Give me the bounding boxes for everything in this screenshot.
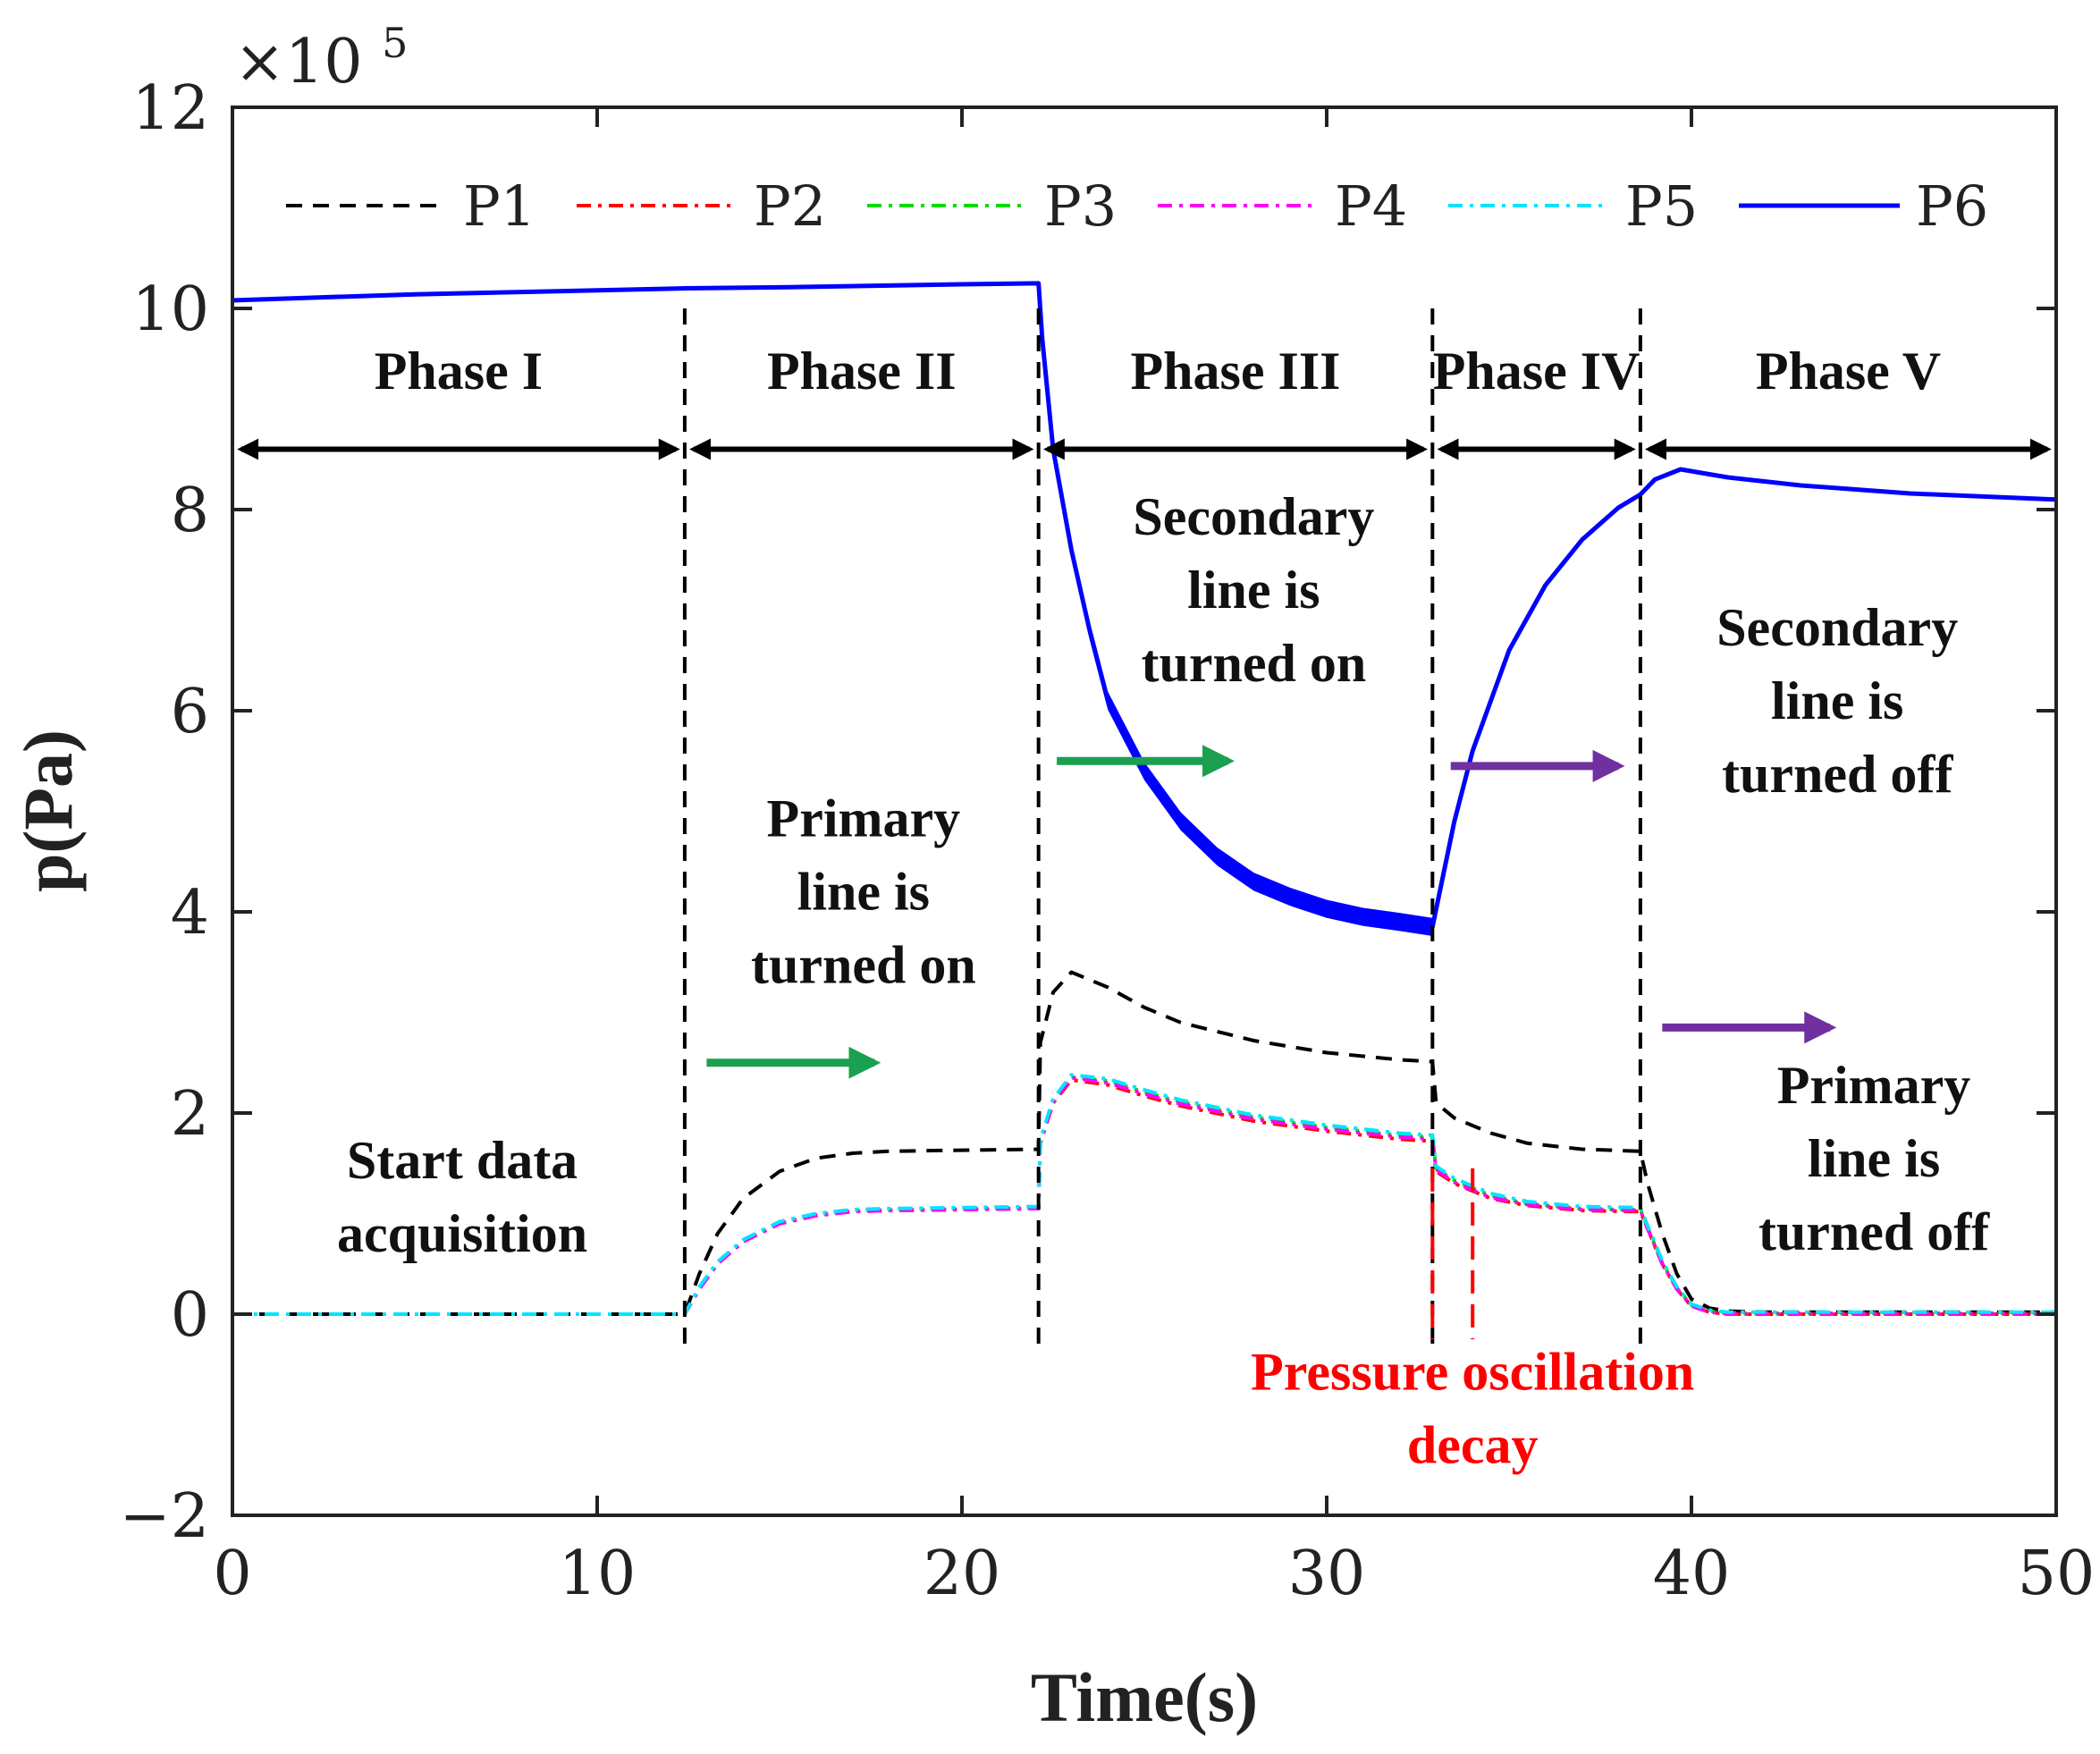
series-line-p1 — [232, 970, 2056, 1316]
y-tick-label: 0 — [171, 1280, 209, 1351]
phase-label-5: Phase V — [1756, 342, 1941, 401]
y-exponent-label: ×10 5 — [234, 19, 408, 97]
legend-label-p2: P2 — [754, 173, 826, 239]
decor-layer: Phase I Phase II Phase III Phase IV Phase V S… — [237, 308, 2052, 1474]
annotation-line: turned off — [1758, 1202, 1990, 1261]
annotation-line: acquisition — [337, 1204, 587, 1263]
phase-label-1: Phase I — [375, 342, 543, 401]
x-tick-label: 0 — [213, 1539, 251, 1609]
y-tick-label: 10 — [131, 274, 209, 345]
y-axis-label: p(Pa) — [9, 729, 87, 892]
series-layer — [232, 281, 2057, 1316]
legend-label-p3: P3 — [1044, 173, 1117, 239]
y-tick-label: 6 — [171, 677, 209, 747]
annotation-6: Pressure oscillation decay — [1251, 1342, 1694, 1474]
annotation-line: Start data — [347, 1131, 578, 1190]
phase-label-2: Phase II — [767, 342, 957, 401]
plot-frame — [231, 105, 2058, 1517]
x-tick-label: 20 — [923, 1539, 1001, 1609]
phase-label-4: Phase IV — [1433, 342, 1640, 401]
legend-label-p1: P1 — [463, 173, 536, 239]
y-tick-label: 2 — [171, 1079, 209, 1150]
series-line-p5 — [232, 1073, 2056, 1316]
series-line-p2 — [232, 1077, 2056, 1316]
x-tick-label: 10 — [559, 1539, 637, 1609]
phase-label-3: Phase III — [1130, 342, 1340, 401]
y-exponent-power: 5 — [382, 19, 408, 67]
annotation-line: line is — [1771, 671, 1903, 730]
legend-label-p5: P5 — [1625, 173, 1698, 239]
legend-label-p4: P4 — [1335, 173, 1407, 239]
y-exponent-base: ×10 — [234, 27, 363, 97]
y-tick-label: 12 — [131, 73, 209, 144]
x-tick-label: 40 — [1653, 1539, 1731, 1609]
annotation-line: Pressure oscillation — [1251, 1342, 1694, 1401]
annotation-line: decay — [1407, 1415, 1539, 1474]
annotation-5: Primary line is turned off — [1758, 1056, 1990, 1261]
legend: P1 P2 P3 P4 P5 P6 — [286, 173, 1988, 239]
annotation-3: Secondary line is turned on — [1133, 487, 1374, 693]
y-tick-label: 8 — [171, 476, 209, 546]
x-tick-label: 30 — [1288, 1539, 1366, 1609]
annotation-line: Secondary — [1133, 487, 1374, 546]
annotation-2: Primary line is turned on — [751, 789, 976, 995]
annotation-line: line is — [1808, 1129, 1940, 1188]
annotation-line: Primary — [767, 789, 961, 848]
annotation-4: Secondary line is turned off — [1716, 598, 1958, 804]
y-tick-label: −2 — [120, 1481, 209, 1552]
annotation-line: line is — [1187, 561, 1320, 620]
x-axis-label: Time(s) — [1031, 1658, 1258, 1736]
legend-label-p6: P6 — [1916, 173, 1988, 239]
annotation-line: line is — [797, 863, 930, 922]
annotation-line: Primary — [1777, 1056, 1971, 1115]
annotation-1: Start data acquisition — [337, 1131, 587, 1263]
series-line-p4 — [232, 1075, 2056, 1316]
x-tick-label: 50 — [2018, 1539, 2096, 1609]
y-tick-label: 4 — [171, 878, 209, 949]
annotation-line: Secondary — [1716, 598, 1958, 657]
annotation-line: turned on — [1142, 634, 1367, 693]
series-line-p3 — [232, 1075, 2056, 1316]
annotation-line: turned off — [1722, 745, 1953, 804]
annotation-line: turned on — [751, 936, 976, 995]
